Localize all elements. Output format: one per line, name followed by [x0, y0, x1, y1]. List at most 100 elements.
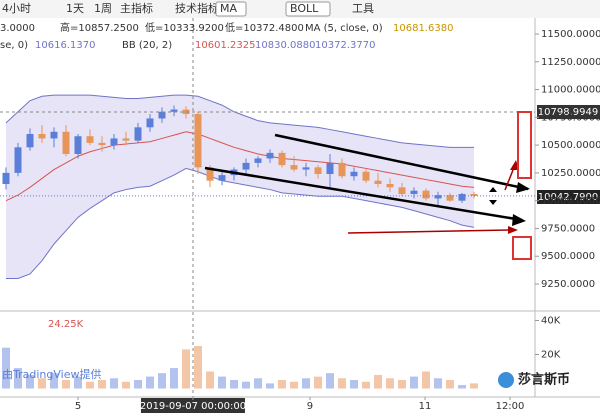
volume-bar	[374, 374, 382, 389]
candle-body	[26, 134, 34, 148]
candle-body	[374, 180, 382, 184]
volume-bar	[134, 380, 142, 389]
toolbar-item[interactable]: 4小时	[2, 2, 31, 15]
toolbar-item[interactable]: 工具	[352, 2, 374, 15]
arrow-head	[510, 160, 519, 170]
volume-bar	[386, 378, 394, 389]
marker	[489, 200, 497, 205]
volume-bar	[170, 368, 178, 389]
candle-body	[290, 165, 298, 170]
toolbar-item[interactable]: BOLL	[290, 2, 319, 15]
legend-text: 3.0000	[0, 23, 35, 34]
y-tick-label: 9750.0000	[541, 223, 595, 234]
candle-body	[458, 194, 466, 201]
volume-bar	[62, 380, 70, 389]
volume-bar	[218, 376, 226, 389]
candle-body	[386, 184, 394, 188]
legend-text: 10601.2325	[195, 40, 255, 51]
legend-text: 10372.3770	[315, 40, 375, 51]
candle-body	[410, 190, 418, 194]
volume-bar	[146, 376, 154, 389]
y-tick-label: 10000.0000	[541, 196, 600, 207]
volume-bar	[470, 383, 478, 389]
toolbar-button[interactable]	[285, 1, 331, 17]
marker	[489, 187, 497, 192]
legend-text: 10830.0880	[255, 40, 315, 51]
toolbar-item[interactable]: 1天	[66, 2, 84, 15]
legend-text: 24.25K	[48, 319, 84, 330]
toolbar-item[interactable]: 技术指标	[175, 1, 219, 15]
y-tick-label: 9250.0000	[541, 279, 595, 290]
candle-body	[422, 190, 430, 199]
volume-bar	[2, 347, 10, 389]
x-tick-label: 9	[307, 401, 313, 412]
volume-bar	[86, 381, 94, 389]
x-tick-label: 2019-09-07 00:00:00	[140, 401, 246, 412]
candle-body	[266, 152, 274, 159]
annotations: 10798.9949 10042.7900 由TradingView提供 莎言斯…	[0, 18, 600, 397]
candle-body	[350, 171, 358, 177]
volume-bar	[362, 381, 370, 389]
volume-bar	[338, 378, 346, 389]
brand: 莎言斯币	[518, 372, 570, 388]
band-line	[6, 167, 475, 279]
candle-body	[218, 175, 226, 181]
legend-text: 低=10372.4800	[225, 21, 304, 34]
volume-bar	[74, 376, 82, 389]
legend-text: BB (20, 2)	[122, 40, 172, 51]
x-tick-label: 12:00	[496, 401, 525, 412]
arrow-head	[512, 214, 526, 226]
candle-body	[194, 114, 202, 168]
watermark: 由TradingView提供	[2, 367, 101, 381]
volume-bar	[194, 346, 202, 389]
legend-text: 高=10857.2500	[60, 21, 139, 34]
volume-bar	[446, 380, 454, 389]
candle-body	[314, 167, 322, 174]
y-tick-label: 10500.0000	[541, 140, 600, 151]
trend-line	[274, 133, 529, 191]
volume-bar	[350, 380, 358, 389]
legend-text: 低=10333.9200	[145, 21, 224, 34]
candle-body	[242, 162, 250, 170]
volume-bar	[182, 349, 190, 389]
volume-bar	[14, 368, 22, 389]
volume-bar	[158, 373, 166, 389]
volume-bar	[278, 380, 286, 389]
candle-body	[302, 167, 310, 170]
volume-bar	[230, 380, 238, 389]
toolbar-item[interactable]: MA	[220, 2, 237, 15]
volume-bar	[314, 376, 322, 389]
candle-body	[38, 134, 46, 139]
red-box	[517, 111, 532, 179]
x-tick-bg	[140, 398, 245, 413]
x-tick-label: 5	[75, 401, 81, 412]
candle-body	[98, 142, 106, 146]
volume-bar	[38, 378, 46, 389]
candle-body	[362, 171, 370, 181]
toolbar-button[interactable]	[215, 1, 247, 17]
volume-bar	[398, 380, 406, 389]
y-tick-label: 11000.0000	[541, 85, 600, 96]
volume-bar	[110, 378, 118, 389]
candle-body	[122, 138, 130, 141]
candle-body	[86, 136, 94, 143]
volume-bar	[302, 378, 310, 389]
band-line	[5, 131, 475, 202]
toolbar-item[interactable]: 1周	[94, 2, 112, 15]
candle-body	[110, 138, 118, 146]
candle-body	[206, 167, 214, 181]
legend-text: MA (5, close, 0)	[305, 23, 383, 34]
toolbar-item[interactable]: 主指标	[120, 1, 153, 15]
candle-body	[446, 195, 454, 201]
volume-bar	[254, 378, 262, 389]
y-tick-label: 20K	[541, 350, 561, 361]
volume-bar	[50, 373, 58, 389]
volume-bar	[242, 381, 250, 389]
candle-body	[278, 152, 286, 166]
candle-body	[170, 109, 178, 112]
price-tag	[537, 190, 600, 204]
band-fill	[6, 95, 474, 279]
y-tick-label: 40K	[541, 316, 561, 327]
